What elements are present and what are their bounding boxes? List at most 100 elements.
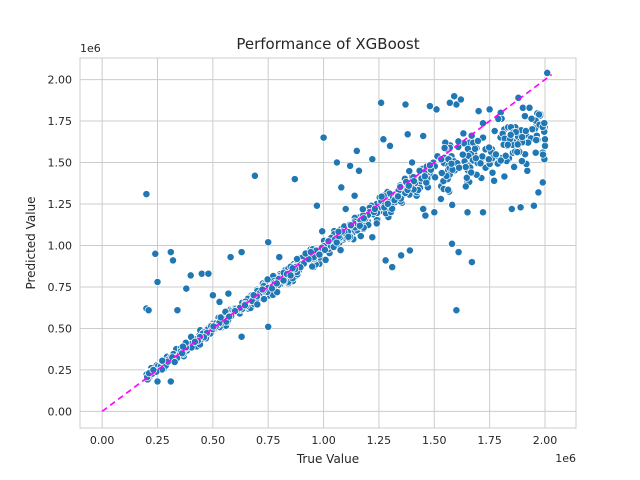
scatter-point [383,199,392,208]
scatter-point [529,201,538,210]
scatter-point [496,156,505,165]
scatter-point [166,248,175,257]
y-tick-labels: 0.00 0.25 0.50 0.75 1.00 1.25 1.50 1.75 2.00 [48,74,73,419]
scatter-point [467,168,476,177]
scatter-point [471,154,480,163]
scatter-point [169,256,177,265]
scatter-point [541,141,549,150]
chart-title: Performance of XGBoost [236,35,419,53]
x-tick-label: 0.25 [145,434,170,447]
scatter-point [462,173,471,182]
scatter-point [315,250,324,259]
scatter-point [320,245,329,254]
scatter-point [377,98,386,107]
scatter-point [535,110,544,119]
scatter-point [419,132,428,140]
scatter-point [528,125,537,134]
y-tick-label: 1.75 [48,115,73,128]
scatter-point [263,275,272,284]
scatter-point [358,205,367,214]
scatter-point [525,103,534,112]
scatter-point [377,192,386,201]
scatter-point [350,191,359,200]
scatter-point [540,119,549,128]
scatter-point [459,129,468,138]
scatter-point [250,171,259,180]
scatter-point [420,172,429,181]
y-tick-label: 1.00 [48,239,73,252]
scatter-point [510,162,519,171]
x-tick-label: 1.25 [367,434,392,447]
scatter-point [534,188,543,197]
scatter-point [166,377,175,386]
scatter-point [445,98,454,107]
scatter-point [405,246,414,255]
scatter-point [372,219,381,228]
scatter-point [501,151,510,160]
x-tick-label: 0.75 [256,434,281,447]
scatter-point [151,249,160,258]
scatter-point [450,92,459,101]
y-tick-label: 0.00 [48,405,73,418]
scatter-point [144,306,153,315]
scatter-point [485,143,494,152]
scatter-point [356,232,365,241]
scatter-point [312,201,321,210]
scatter-point [478,152,487,161]
x-tick-label: 0.50 [201,434,226,447]
scatter-point [142,190,151,199]
y-tick-label: 1.25 [48,198,73,211]
scatter-point [521,127,530,135]
scatter-point [341,205,350,213]
scatter-point [318,227,327,236]
scatter-point [226,253,235,262]
scatter-point [388,263,397,272]
scatter-point [447,159,456,168]
y-tick-label: 0.25 [48,364,73,377]
scatter-point [479,208,487,217]
scatter-point [237,248,246,257]
scatter-point [186,271,195,280]
scatter-point [431,173,440,182]
scatter-point [153,278,162,286]
scatter-point [290,175,299,184]
scatter-point [344,232,353,241]
scatter-point [264,322,273,331]
scatter-point [215,297,224,306]
scatter-point [260,295,268,304]
scatter-point [264,238,273,247]
scatter-point [500,172,509,181]
scatter-point [517,157,526,166]
scatter-point [182,284,191,293]
x-tick-label: 1.75 [477,434,502,447]
scatter-point [437,169,446,177]
plot-frame [79,57,577,429]
scatter-point [454,248,463,257]
scatter-point [355,166,363,175]
scatter-point [448,239,456,248]
scatter-point [425,102,434,111]
scatter-point [432,105,441,114]
y-tick-label: 0.50 [48,322,73,335]
scatter-point [455,163,464,172]
scatter-point [336,246,345,255]
scatter-point [473,137,482,145]
scatter-point [388,204,397,213]
scatter-point [293,255,301,263]
scatter-point [352,146,361,155]
scatter-point [539,150,547,159]
scatter-point [518,103,527,112]
scatter-point [286,271,295,280]
scatter-point [355,221,364,230]
scatter-point [204,269,213,278]
scatter-point [437,155,446,164]
y-tick-label: 1.50 [48,157,73,170]
scatter-point [208,291,217,300]
scatter-point [507,205,516,213]
scatter-point [401,100,410,109]
scatter-point [436,195,445,203]
scatter-point [408,158,417,167]
scatter-point [430,208,439,217]
reference-line [101,73,553,413]
